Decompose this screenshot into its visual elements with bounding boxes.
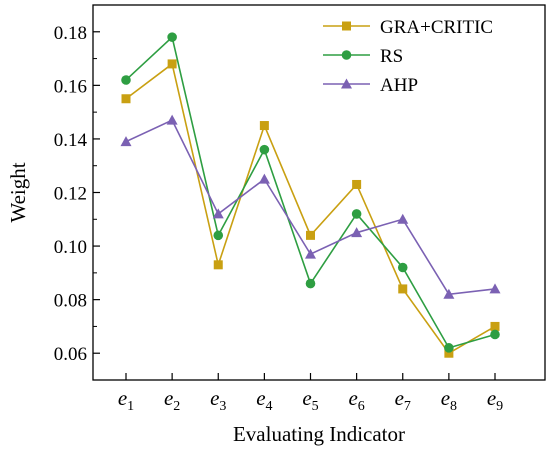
data-point-rs <box>397 262 408 273</box>
series-line-rs <box>125 35 496 349</box>
data-point-gra-critic <box>167 59 177 69</box>
data-point-gra-critic <box>490 321 500 331</box>
plot-area <box>92 4 546 381</box>
series-line-ahp <box>125 119 496 296</box>
data-point-ahp <box>120 136 132 147</box>
data-point-gra-critic <box>352 179 362 189</box>
data-point-rs <box>259 144 270 155</box>
legend-label-gra-critic: GRA+CRITIC <box>380 17 493 38</box>
data-point-ahp <box>166 114 178 125</box>
x-tick-label: e6 <box>348 386 364 414</box>
x-tick-label: e8 <box>441 386 457 414</box>
x-tick-label: e4 <box>256 386 272 414</box>
x-axis: e1 e2 e3 e4 e5 e6 e7 e8 e9 <box>118 373 503 414</box>
x-tick-label: e3 <box>210 386 226 414</box>
x-tick-label: e2 <box>164 386 180 414</box>
data-point-rs <box>213 230 224 241</box>
data-point-gra-critic <box>213 260 223 270</box>
legend-label-rs: RS <box>380 46 403 67</box>
x-tick-label: e9 <box>487 386 503 414</box>
x-axis-title: Evaluating Indicator <box>233 422 405 446</box>
plot-frame <box>92 4 546 381</box>
data-point-rs <box>444 343 454 353</box>
data-point-ahp <box>258 173 270 184</box>
data-point-ahp <box>489 283 501 294</box>
x-tick-label: e5 <box>302 386 318 414</box>
y-tick-label: 0.12 <box>54 184 87 205</box>
legend: GRA+CRITIC RS AHP <box>323 17 493 96</box>
data-point-ahp <box>397 213 409 224</box>
y-tick-label: 0.06 <box>54 344 87 365</box>
y-axis: 0.06 0.08 0.10 0.12 0.14 0.16 0.18 <box>54 4 100 365</box>
data-point-ahp <box>443 288 455 299</box>
y-tick-label: 0.08 <box>54 291 87 312</box>
data-point-rs <box>490 329 500 340</box>
x-tick-label: e1 <box>118 386 134 414</box>
data-point-rs <box>167 32 177 42</box>
data-point-gra-critic <box>121 94 131 104</box>
y-axis-title: Weight <box>6 162 30 222</box>
data-point-rs <box>351 209 362 219</box>
data-point-ahp <box>351 227 363 238</box>
y-tick-label: 0.18 <box>54 23 87 44</box>
series-line-gra-critic <box>125 62 496 355</box>
legend-marker-gra-critic <box>342 21 351 31</box>
y-tick-label: 0.14 <box>54 130 88 151</box>
x-tick-label: e7 <box>395 386 411 414</box>
legend-marker-rs <box>341 50 352 60</box>
y-tick-label: 0.16 <box>54 76 87 97</box>
data-point-gra-critic <box>259 121 269 131</box>
y-tick-label: 0.10 <box>54 237 87 258</box>
data-point-rs <box>121 75 131 85</box>
legend-label-ahp: AHP <box>380 75 418 96</box>
legend-marker-ahp <box>341 78 352 89</box>
data-point-gra-critic <box>306 230 315 240</box>
data-point-gra-critic <box>398 284 408 294</box>
data-point-gra-critic <box>444 348 454 358</box>
data-point-ahp <box>212 208 224 219</box>
data-point-ahp <box>305 248 316 259</box>
series-layer <box>120 32 501 358</box>
data-point-rs <box>305 278 316 289</box>
